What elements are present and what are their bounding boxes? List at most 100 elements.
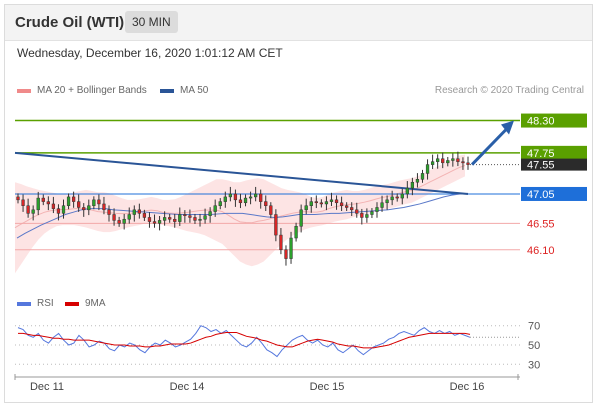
candle-body	[254, 193, 258, 198]
candle-body	[466, 162, 470, 165]
candle-body	[173, 218, 177, 222]
level-label-47.75: 47.75	[527, 148, 555, 160]
candle-body	[92, 199, 96, 206]
candle-body	[36, 197, 40, 211]
candle-body	[56, 208, 61, 214]
level-label-48.30: 48.30	[527, 116, 555, 128]
legend-9ma-label: 9MA	[85, 298, 106, 309]
last-price-tag	[521, 158, 587, 171]
x-tick-label: Dec 15	[310, 381, 345, 393]
candle-body	[218, 201, 222, 206]
candle-body	[339, 202, 344, 206]
level-tag-47.05	[521, 186, 587, 201]
last-price-label: 47.55	[527, 160, 555, 172]
bollinger-band	[15, 154, 465, 274]
candle-body	[233, 193, 238, 201]
candle-body	[188, 215, 192, 218]
credit: Research © 2020 Trading Central	[434, 85, 584, 96]
candle-body	[425, 164, 430, 174]
timeframe-badge[interactable]: 30 MIN	[125, 11, 178, 33]
candle-body	[157, 220, 162, 224]
candle-body	[82, 207, 86, 211]
ma50-line	[16, 192, 469, 239]
forecast-arrow-shaft	[470, 126, 510, 166]
candle-body	[87, 205, 91, 211]
candle-body	[107, 209, 111, 215]
candle-body	[334, 199, 339, 204]
candle-body	[71, 196, 76, 202]
x-tick-label: Dec 16	[450, 381, 485, 393]
level-label-46.10: 46.10	[527, 245, 555, 257]
candle-body	[461, 161, 465, 164]
candle-body	[147, 217, 152, 222]
candle-body	[309, 201, 313, 206]
candle-body	[203, 215, 207, 220]
candle-body	[446, 160, 450, 164]
candle-body	[162, 217, 167, 221]
candle-body	[314, 201, 318, 204]
level-tag-47.75	[521, 145, 587, 160]
candle-body	[355, 209, 359, 214]
candle-body	[152, 221, 157, 224]
candle-body	[61, 205, 66, 214]
candle-body	[208, 211, 212, 216]
candle-body	[198, 218, 202, 221]
candle-body	[456, 158, 460, 162]
level-tag-48.30	[521, 113, 587, 128]
candle-body	[436, 158, 440, 162]
candle-body	[370, 211, 374, 215]
candle-body	[400, 193, 404, 199]
candle-body	[26, 205, 30, 214]
legend-ma50-label: MA 50	[180, 85, 209, 96]
candle-body	[299, 209, 303, 227]
candle-body	[289, 237, 293, 259]
level-label-46.55: 46.55	[527, 218, 555, 230]
candle-body	[395, 196, 399, 199]
candle-body	[269, 205, 273, 215]
candle-body	[66, 196, 71, 206]
trend-line	[14, 151, 469, 195]
rsi-tick-50: 50	[528, 340, 540, 352]
candle-body	[183, 214, 187, 216]
candle-body	[97, 199, 101, 205]
candle-body	[264, 201, 268, 206]
candle-body	[178, 214, 182, 222]
candle-body	[127, 214, 131, 220]
candle-body	[284, 249, 288, 259]
candle-body	[415, 179, 420, 183]
candle-body	[122, 218, 126, 224]
candle-body	[405, 187, 409, 195]
candle-body	[238, 199, 243, 204]
candle-body	[294, 226, 298, 239]
candle-body	[168, 217, 172, 220]
header-bar: Crude Oil (WTI) 30 MIN	[5, 5, 592, 41]
ma50-swatch	[160, 88, 174, 93]
candle-body	[228, 193, 232, 198]
candle-body	[279, 234, 283, 251]
ma9-swatch	[65, 301, 79, 306]
candle-body	[274, 214, 278, 236]
candle-body	[324, 201, 329, 205]
rsi-tick-30: 30	[528, 359, 540, 371]
legend-rsi-label: RSI	[37, 298, 54, 309]
legend-ma20-label: MA 20 + Bollinger Bands	[37, 85, 147, 96]
candle-body	[375, 207, 379, 212]
rsi-series-RSI	[17, 325, 471, 358]
candle-body	[259, 193, 263, 202]
legend-ma50: MA 50	[160, 85, 208, 96]
forecast-arrow-head	[501, 120, 514, 135]
candle-body	[51, 203, 56, 209]
candle-body	[102, 203, 106, 211]
candle-body	[430, 161, 435, 165]
candle-body	[16, 196, 20, 201]
candle-body	[360, 213, 364, 218]
candle-body	[31, 209, 35, 214]
candle-body	[350, 207, 354, 211]
instrument-title: Crude Oil (WTI)	[15, 14, 125, 31]
candle-body	[243, 197, 248, 204]
candle-body	[441, 158, 445, 164]
legend-ma20: MA 20 + Bollinger Bands	[17, 85, 147, 96]
candle-body	[41, 197, 45, 202]
x-tick-label: Dec 11	[30, 381, 64, 393]
